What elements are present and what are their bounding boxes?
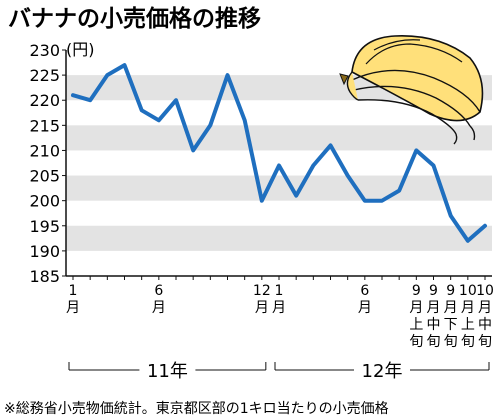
x-tick-label: 1月 <box>66 283 80 316</box>
x-tick-label-line: 月 <box>255 300 269 316</box>
x-tick-label-line: 月 <box>427 300 441 316</box>
series-line <box>71 63 487 243</box>
year-group: 12年 <box>274 361 490 382</box>
x-tick-label-line: 月 <box>461 300 475 316</box>
year-groups: 11年 12年 <box>68 361 490 382</box>
x-tick-label-line: 旬 <box>461 334 475 350</box>
x-tick-label-line: 10 <box>476 283 494 299</box>
y-tick-label: 220 <box>29 91 60 110</box>
y-tick-label: 190 <box>29 242 60 261</box>
y-tick-label: 205 <box>29 167 60 186</box>
x-tick-label-line: 月 <box>66 300 80 316</box>
x-tick-label-line: 9 <box>429 283 438 299</box>
x-tick-label-line: 6 <box>154 283 163 299</box>
x-tick-label-line: 中 <box>427 317 441 333</box>
year-group-label: 11年 <box>147 361 188 382</box>
x-tick-label-line: 月 <box>272 300 286 316</box>
grid-band <box>66 125 492 151</box>
y-tick-label: 200 <box>29 192 60 211</box>
x-tick-label: 1月 <box>272 283 286 316</box>
x-tick-label-line: 12 <box>253 283 271 299</box>
x-tick-label-line: 旬 <box>427 334 441 350</box>
y-tick-label: 185 <box>29 267 60 286</box>
y-tick-label: 230 <box>29 41 60 60</box>
x-tick-label-line: 1 <box>69 283 78 299</box>
x-tick-label-line: 10 <box>459 283 477 299</box>
grid-band <box>66 175 492 201</box>
y-tick-labels: 185 190 195 200 205 210 215 220 225 230 <box>29 41 66 286</box>
x-tick-label-line: 旬 <box>444 334 458 350</box>
x-tick-label-line: 旬 <box>409 334 423 350</box>
source-note: ※総務省小売物価統計。東京都区部の1キロ当たりの小売価格 <box>4 401 389 417</box>
x-tick-label-line: 月 <box>444 300 458 316</box>
x-tick-label-line: 月 <box>358 300 372 316</box>
x-tick-label-line: 1 <box>275 283 284 299</box>
grid-band <box>66 225 492 251</box>
x-tick-label-line: 月 <box>409 300 423 316</box>
x-tick-label-line: 月 <box>478 300 492 316</box>
x-tick-label: 6月 <box>358 283 372 316</box>
y-axis-unit: (円) <box>66 40 95 59</box>
x-tick-label-line: 6 <box>360 283 369 299</box>
chart-title: バナナの小売価格の推移 <box>8 5 261 32</box>
x-tick-label-line: 上 <box>461 317 475 333</box>
x-tick-label-line: 月 <box>152 300 166 316</box>
axes <box>65 50 492 280</box>
x-tick-label-line: 下 <box>444 317 458 333</box>
x-tick-label: 12月 <box>253 283 271 316</box>
y-tick-label: 195 <box>29 217 60 236</box>
year-group-label: 12年 <box>362 361 403 382</box>
banana-illustration <box>339 35 484 145</box>
x-tick-label-line: 中 <box>478 317 492 333</box>
y-tick-label: 210 <box>29 141 60 160</box>
x-tick-label-line: 上 <box>409 317 423 333</box>
year-group: 11年 <box>68 361 267 382</box>
x-tick-label: 6月 <box>152 283 166 316</box>
y-tick-label: 225 <box>29 66 60 85</box>
x-tick-label-line: 旬 <box>478 334 492 350</box>
y-tick-label: 215 <box>29 116 60 135</box>
x-tick-label-line: 9 <box>412 283 421 299</box>
x-tick-label-line: 9 <box>446 283 455 299</box>
